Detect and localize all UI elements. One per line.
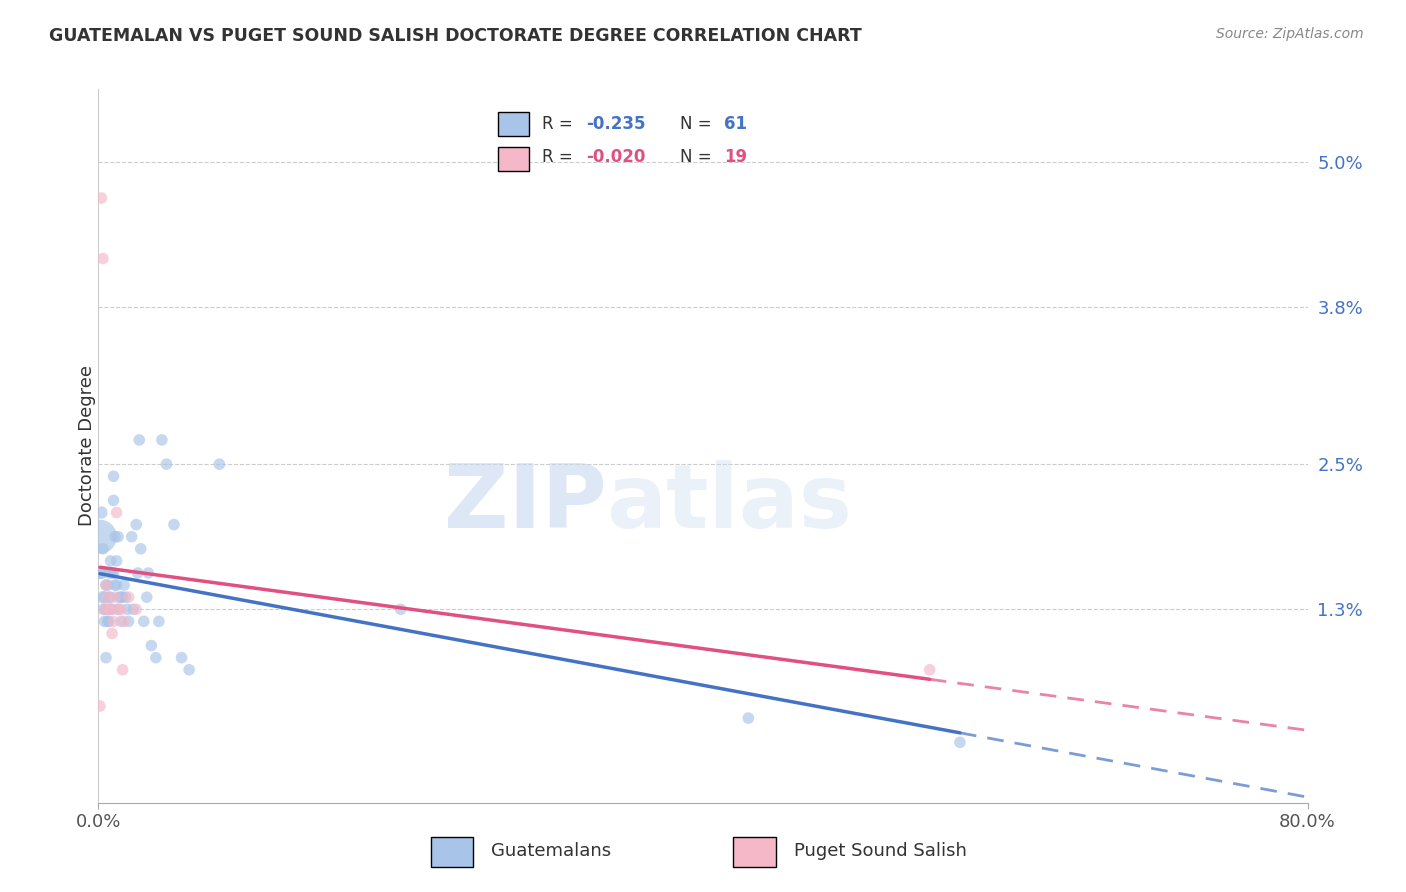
Point — [100, 602, 122, 616]
Point — [96, 602, 118, 616]
Point — [105, 506, 128, 520]
Point — [111, 663, 134, 677]
Point — [118, 615, 141, 629]
Point — [179, 663, 201, 677]
Point — [89, 530, 111, 544]
Point — [112, 578, 135, 592]
Text: GUATEMALAN VS PUGET SOUND SALISH DOCTORATE DEGREE CORRELATION CHART: GUATEMALAN VS PUGET SOUND SALISH DOCTORA… — [49, 27, 862, 45]
Point — [91, 590, 114, 604]
Point — [135, 590, 157, 604]
Point — [107, 602, 129, 616]
Text: ZIP: ZIP — [443, 459, 606, 547]
Point — [91, 602, 114, 616]
Point — [90, 506, 112, 520]
Point — [94, 602, 117, 616]
Point — [141, 639, 163, 653]
Point — [96, 590, 118, 604]
Point — [100, 590, 122, 604]
Point — [208, 457, 231, 471]
Point — [93, 602, 115, 616]
Point — [101, 566, 124, 580]
Point — [110, 602, 132, 616]
Point — [94, 578, 117, 592]
Y-axis label: Doctorate Degree: Doctorate Degree — [79, 366, 96, 526]
Point — [110, 590, 132, 604]
Point — [104, 590, 127, 604]
Point — [155, 457, 177, 471]
Point — [127, 566, 149, 580]
Point — [163, 517, 186, 532]
Point — [918, 663, 941, 677]
Point — [91, 252, 114, 266]
Point — [105, 578, 128, 592]
Point — [100, 554, 122, 568]
Point — [89, 566, 111, 580]
Point — [737, 711, 759, 725]
Point — [170, 650, 193, 665]
Point — [389, 602, 412, 616]
Point — [104, 578, 127, 592]
Point — [114, 590, 136, 604]
Point — [104, 530, 127, 544]
Point — [98, 602, 121, 616]
Point — [90, 566, 112, 580]
Point — [148, 615, 170, 629]
Point — [115, 602, 138, 616]
Point — [103, 469, 125, 483]
Point — [98, 615, 121, 629]
Point — [108, 590, 131, 604]
Point — [103, 615, 125, 629]
Point — [112, 615, 135, 629]
Point — [107, 530, 129, 544]
Point — [98, 566, 121, 580]
Point — [122, 602, 145, 616]
Point — [103, 566, 125, 580]
Point — [94, 650, 117, 665]
Point — [949, 735, 972, 749]
Point — [91, 541, 114, 556]
Point — [128, 433, 150, 447]
Point — [90, 191, 112, 205]
Point — [105, 554, 128, 568]
Point — [125, 517, 148, 532]
Point — [136, 566, 159, 580]
Point — [121, 530, 143, 544]
Point — [129, 541, 152, 556]
Point — [107, 602, 129, 616]
Point — [89, 699, 111, 714]
Point — [94, 578, 117, 592]
Point — [111, 590, 134, 604]
Point — [96, 615, 118, 629]
Point — [98, 590, 121, 604]
Point — [101, 626, 124, 640]
Point — [118, 590, 141, 604]
Text: Source: ZipAtlas.com: Source: ZipAtlas.com — [1216, 27, 1364, 41]
Point — [93, 590, 115, 604]
Point — [101, 602, 124, 616]
Point — [125, 602, 148, 616]
Point — [110, 615, 132, 629]
Text: atlas: atlas — [606, 459, 852, 547]
Point — [93, 615, 115, 629]
Point — [96, 578, 118, 592]
Point — [100, 602, 122, 616]
Point — [150, 433, 173, 447]
Point — [103, 493, 125, 508]
Point — [145, 650, 167, 665]
Point — [132, 615, 155, 629]
